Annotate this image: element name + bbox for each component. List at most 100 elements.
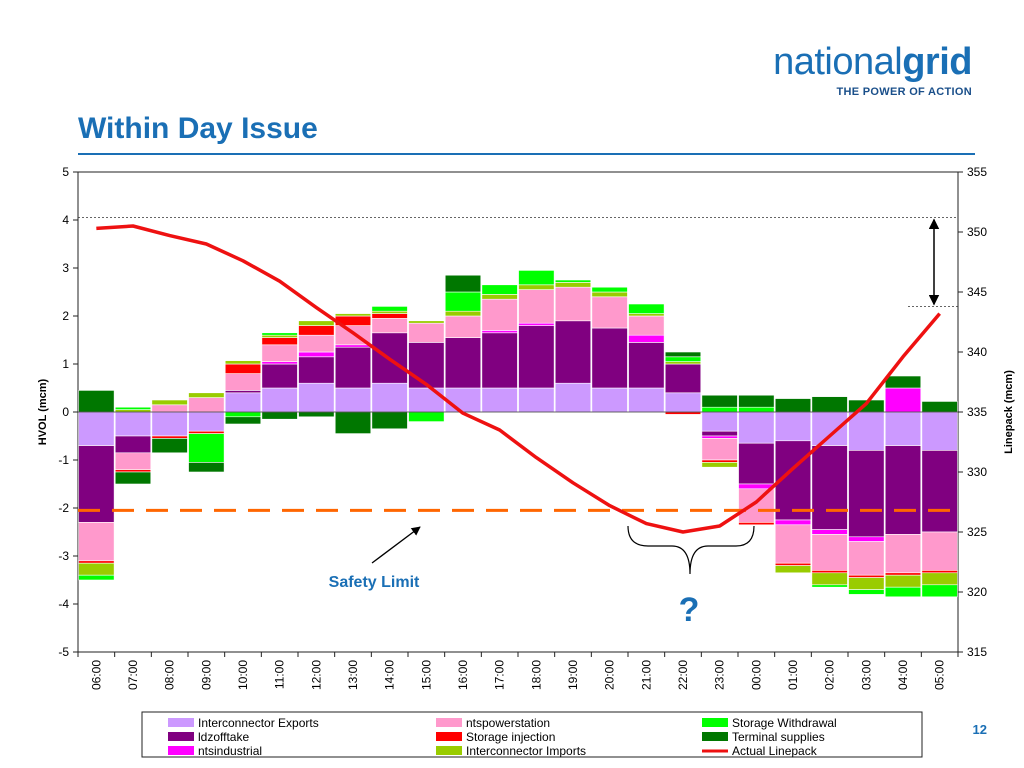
bar-segment-1100-series-7: [261, 411, 298, 420]
bar-segment-0500-series-4: [921, 570, 958, 574]
bar-segment-0000-series-0: [738, 411, 775, 444]
legend-label: Storage injection: [466, 730, 555, 744]
bar-segment-0600-series-4: [78, 560, 115, 564]
bar-segment-0300-series-1: [848, 450, 885, 538]
bar-segment-2000-series-5: [591, 291, 628, 298]
bar-segment-1600-series-5: [444, 310, 482, 317]
bar-segment-1500-series-0: [408, 387, 445, 413]
bar-segment-2200-series-5: [664, 361, 702, 365]
bar-segment-1000-series-6: [224, 411, 262, 418]
x-tick-label: 05:00: [933, 660, 947, 690]
bar-segment-1400-series-6: [371, 306, 408, 312]
y2-tick-label: 320: [967, 585, 987, 599]
y2-tick-label: 355: [967, 165, 987, 179]
bar-segment-0400-series-5: [884, 574, 922, 588]
y2-tick-label: 345: [967, 285, 987, 299]
bar-segment-2000-series-1: [591, 327, 628, 389]
y2-tick-label: 315: [967, 645, 987, 659]
x-tick-label: 07:00: [126, 660, 140, 690]
x-tick-label: 00:00: [749, 660, 763, 690]
bar-segment-0100-series-4: [774, 562, 812, 566]
bar-segment-1500-series-5: [408, 320, 445, 324]
actual-linepack-line: [96, 224, 942, 534]
y-tick-label: 0: [62, 405, 69, 419]
y-tick-label: -3: [58, 549, 69, 563]
bar-segment-1100-series-2: [261, 361, 298, 365]
bar-segment-1200-series-2: [298, 351, 335, 358]
y-tick-label: 5: [62, 165, 69, 179]
x-tick-label: 11:00: [273, 660, 287, 689]
bar-segment-1100-series-6: [261, 332, 298, 336]
bar-segment-1000-series-7: [224, 416, 262, 425]
x-tick-label: 01:00: [786, 660, 800, 690]
page-number: 12: [972, 722, 987, 737]
bar-segment-1900-series-5: [554, 282, 592, 288]
x-tick-label: 21:00: [639, 660, 653, 690]
bar-segment-0900-series-7: [188, 462, 225, 473]
bar-segment-1700-series-2: [481, 330, 518, 334]
bar-segment-1700-series-3: [481, 298, 518, 331]
x-tick-label: 23:00: [713, 660, 727, 690]
bar-segment-0300-series-0: [848, 411, 885, 451]
bar-segment-0400-series-6: [884, 586, 922, 598]
bar-segment-2300-series-3: [701, 438, 738, 461]
legend-swatch: [702, 732, 728, 741]
bar-segment-0200-series-3: [811, 534, 848, 571]
bar-segment-0600-series-0: [78, 411, 115, 446]
y2-tick-label: 330: [967, 465, 987, 479]
bar-segment-0500-series-3: [921, 531, 958, 571]
bar-segment-1100-series-1: [261, 363, 298, 389]
bar-segment-1000-series-4: [224, 363, 262, 374]
y2-tick-label: 340: [967, 345, 987, 359]
bar-segment-0900-series-5: [188, 392, 225, 398]
bar-segment-2100-series-1: [628, 342, 665, 389]
bar-segment-1700-series-5: [481, 294, 518, 300]
bar-segment-1200-series-1: [298, 356, 335, 384]
y-tick-label: 3: [62, 261, 69, 275]
y-axis-title: HVOL (mcm): [37, 378, 49, 445]
bar-segment-1100-series-4: [261, 337, 298, 346]
bar-segment-0800-series-0: [151, 411, 188, 437]
y2-tick-label: 350: [967, 225, 987, 239]
legend-swatch: [436, 718, 462, 727]
x-tick-label: 22:00: [676, 660, 690, 690]
bar-segment-1800-series-2: [518, 322, 555, 326]
legend-label: Terminal supplies: [732, 730, 825, 744]
y-tick-label: 1: [62, 357, 69, 371]
bar-segment-0400-series-4: [884, 572, 922, 576]
bar-segment-1400-series-4: [371, 313, 408, 319]
bar-segment-0600-series-3: [78, 522, 115, 562]
x-tick-label: 09:00: [199, 660, 213, 690]
bar-segment-0400-series-7: [884, 375, 922, 389]
bar-segment-0500-series-1: [921, 450, 958, 533]
bar-segment-1700-series-0: [481, 387, 518, 413]
bar-segment-0400-series-3: [884, 534, 922, 574]
bar-segment-0800-series-7: [151, 438, 188, 454]
x-tick-label: 06:00: [89, 660, 103, 690]
dip-brace: [627, 525, 755, 575]
legend-label: Interconnector Imports: [466, 744, 586, 758]
bar-segment-0000-series-7: [738, 394, 775, 408]
legend-label: ntsindustrial: [198, 744, 262, 758]
logo-word-bold: grid: [902, 41, 972, 83]
bar-segment-2300-series-1: [701, 430, 738, 437]
y-tick-label: -1: [58, 453, 69, 467]
bar-segment-1400-series-3: [371, 318, 408, 334]
bar-segment-0600-series-7: [78, 390, 115, 413]
bar-segment-1600-series-6: [444, 291, 482, 312]
legend-label: Interconnector Exports: [198, 716, 319, 730]
bar-segment-2000-series-6: [591, 286, 628, 293]
bar-segment-0000-series-1: [738, 442, 775, 485]
bar-segment-0900-series-3: [188, 397, 225, 413]
legend-swatch: [168, 746, 194, 755]
bar-segment-1600-series-3: [444, 315, 482, 338]
bar-segment-1100-series-5: [261, 334, 298, 338]
x-tick-label: 15:00: [419, 660, 433, 690]
bar-segment-0300-series-6: [848, 589, 885, 595]
bar-segment-0700-series-4: [114, 469, 152, 473]
legend-swatch: [168, 732, 194, 741]
bar-segment-0000-series-3: [738, 488, 775, 523]
bar-segment-0800-series-3: [151, 404, 188, 413]
bar-segment-0000-series-4: [738, 522, 775, 526]
safety-limit-label: Safety Limit: [329, 574, 420, 591]
